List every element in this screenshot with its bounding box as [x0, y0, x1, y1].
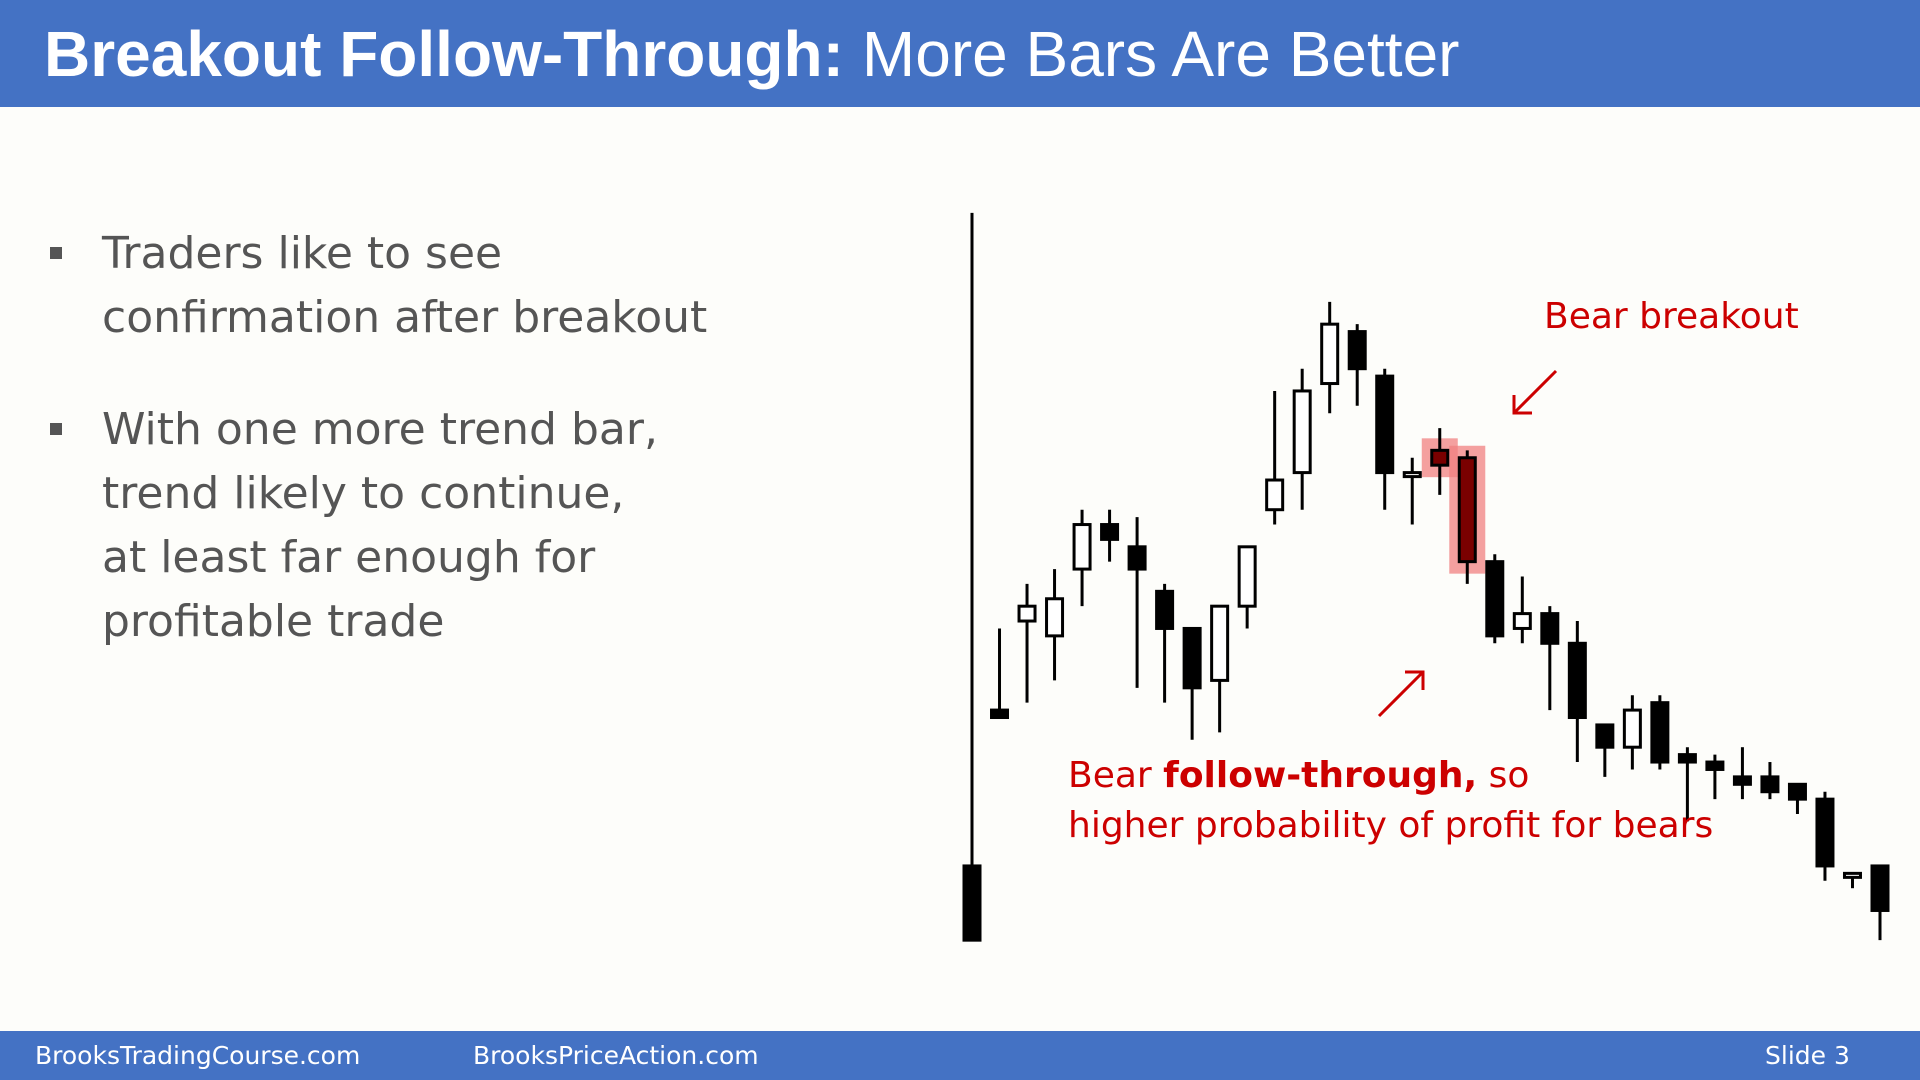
title-bold-text: Breakout Follow-Through: — [44, 17, 844, 90]
bull-candle — [1210, 604, 1230, 682]
bullet-list: Traders like to see confirmation after b… — [44, 222, 744, 702]
bullet-line: at least far enough for — [102, 532, 596, 583]
candles-layer — [962, 212, 1890, 942]
bull-candle — [1430, 448, 1450, 467]
footer-price-action-site: BrooksPriceAction.com — [473, 1041, 759, 1070]
bullet-line: With one more trend bar, — [102, 404, 658, 455]
bullet-line: profitable trade — [102, 596, 445, 647]
bear-candle — [1787, 782, 1807, 801]
footer-bar: BrooksTradingCourse.com BrooksPriceActio… — [0, 1031, 1920, 1080]
bull-candle — [1292, 389, 1312, 475]
bear-candle — [962, 864, 982, 942]
bull-candle — [1017, 604, 1037, 623]
bear-candle — [1540, 612, 1560, 645]
title-bar: Breakout Follow-Through: More Bars Are B… — [0, 0, 1920, 107]
bullet-line: Traders like to see — [102, 228, 503, 279]
bullet-line: confirmation after breakout — [102, 292, 708, 343]
bullet-item-trend-bar: With one more trend bar, trend likely to… — [44, 398, 744, 654]
bullet-item-confirmation: Traders like to see confirmation after b… — [44, 222, 744, 350]
bear-candle — [1457, 456, 1477, 564]
bear-candle — [1650, 701, 1670, 764]
follow-through-bold: follow-through, — [1163, 755, 1478, 796]
follow-through-arrow-head — [1405, 670, 1425, 690]
footer-course-site: BrooksTradingCourse.com — [35, 1041, 361, 1070]
bullet-square-icon — [50, 423, 62, 435]
bear-candle — [1870, 864, 1890, 912]
breakout-arrow-head — [1512, 395, 1532, 415]
bull-candle — [1265, 478, 1285, 512]
bullet-line: trend likely to continue, — [102, 468, 625, 519]
bear-candle — [1732, 775, 1752, 786]
bull-candle — [1402, 471, 1422, 479]
arrows-layer — [1377, 369, 1558, 718]
bear-candle — [1595, 723, 1615, 749]
bull-candle — [1842, 871, 1862, 879]
bear-candle — [1182, 626, 1202, 690]
bull-candle — [1237, 545, 1257, 608]
bear-candle — [990, 708, 1010, 720]
follow-through-line-2: higher probability of profit for bears — [1068, 805, 1714, 846]
bear-candle — [1100, 523, 1120, 541]
bear-candle — [1127, 545, 1147, 571]
bear-breakout-label: Bear breakout — [1544, 296, 1799, 337]
bear-candle — [1375, 374, 1395, 475]
bull-candle — [1320, 322, 1340, 386]
follow-through-prefix: Bear — [1068, 755, 1164, 796]
bull-candle — [1622, 708, 1642, 749]
bear-candle — [1815, 797, 1835, 868]
title-subtitle-text: More Bars Are Better — [861, 17, 1460, 90]
follow-through-arrow-line — [1377, 670, 1425, 718]
follow-through-line-1: Bear follow-through, so — [1068, 751, 1713, 801]
bear-candle — [1760, 775, 1780, 794]
follow-through-label: Bear follow-through, so higher probabili… — [1068, 751, 1713, 851]
follow-through-suffix: so — [1477, 755, 1530, 796]
breakout-arrow-line — [1512, 369, 1558, 415]
bear-candle — [1705, 760, 1725, 771]
bear-candle — [1485, 560, 1505, 638]
bear-candle — [1155, 589, 1175, 630]
bull-candle — [1045, 597, 1065, 638]
bear-candle — [1567, 641, 1587, 720]
slide-number: Slide 3 — [1765, 1041, 1850, 1070]
bear-candle — [1347, 330, 1367, 371]
bear-candle — [1677, 753, 1697, 764]
bull-candle — [1072, 523, 1092, 571]
bull-candle — [1512, 612, 1532, 630]
bullet-square-icon — [50, 247, 62, 259]
